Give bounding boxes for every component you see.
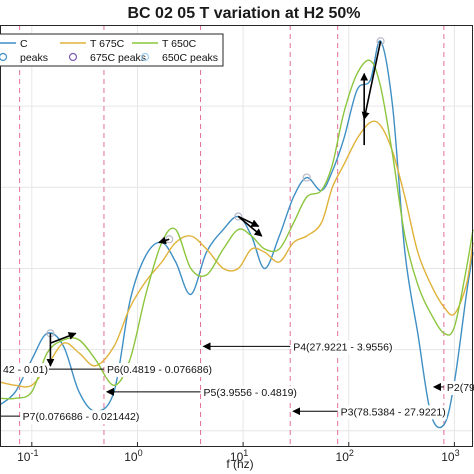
legend-marker-3 <box>0 52 8 62</box>
series-line-yellow <box>0 120 474 388</box>
shift-arrow-3 <box>237 215 263 237</box>
shift-arrow-2 <box>158 236 170 245</box>
annotation-box-3 <box>21 410 141 425</box>
annotation-1: P6(0.4819 - 0.076686) <box>105 363 214 378</box>
x-tick-exponent-4: 3 <box>455 448 460 458</box>
annotation-box-5 <box>445 380 474 395</box>
chart-title: BC 02 05 T variation at H2 50% <box>128 5 361 22</box>
x-tick-exponent-1: 0 <box>138 448 143 458</box>
annotation-6: 42 - 0.01) <box>2 363 49 378</box>
annotations: P4(27.9221 - 3.9556) P6(0.4819 - 0.076686… <box>0 340 474 425</box>
peak-marker-3 <box>302 173 311 182</box>
legend-box <box>0 33 224 67</box>
annotation-label-6: 42 - 0.01) <box>3 364 48 376</box>
annotation-box-2 <box>202 385 298 400</box>
shift-arrow-5 <box>361 41 382 121</box>
legend-label-0: C <box>20 38 28 50</box>
annotation-label-4: P3(78.5384 - 27.9221) <box>341 406 446 418</box>
x-tick-exponent-2: 1 <box>243 448 248 458</box>
peak-marker-2 <box>234 212 243 221</box>
legend-label-2: T 650C <box>162 38 197 50</box>
legend-label-4: 675C peaks <box>90 52 146 64</box>
annotation-label-0: P4(27.9221 - 3.9556) <box>293 341 392 353</box>
annotation-label-3: P7(0.076686 - 0.021442) <box>23 411 140 423</box>
legend-label-5: 650C peaks <box>162 52 218 64</box>
shift-arrows <box>46 41 382 367</box>
annotation-4: P3(78.5384 - 27.9221) <box>339 405 447 420</box>
legend: C T 675C T 650C peaks 675C peaks 650C peaks <box>0 33 224 67</box>
plot-frame <box>0 25 473 447</box>
annotation-3: P7(0.076686 - 0.021442) <box>21 410 141 425</box>
x-ticks: 10-1 100 101 102 103 <box>17 442 460 464</box>
legend-label-1: T 675C <box>90 38 125 50</box>
x-tick-exponent-3: 2 <box>349 448 354 458</box>
legend-marker-4 <box>68 52 78 62</box>
legend-label-3: peaks <box>20 52 48 64</box>
grid <box>0 25 473 447</box>
annotation-label-5: P2(795 <box>447 382 474 394</box>
annotation-label-1: P6(0.4819 - 0.076686) <box>107 364 212 376</box>
annotation-box-4 <box>339 405 447 420</box>
annotation-2: P5(3.9556 - 0.4819) <box>202 385 298 400</box>
x-tick-label-1: 100 <box>124 448 142 464</box>
shift-arrow-1 <box>50 332 77 344</box>
x-tick-label-4: 103 <box>441 448 459 464</box>
x-tick-base-1: 10 <box>124 450 138 464</box>
annotation-box-1 <box>105 363 214 378</box>
x-axis-label: f (hz) <box>226 457 253 471</box>
x-tick-base-4: 10 <box>441 450 455 464</box>
x-tick-exponent-0: -1 <box>30 448 38 458</box>
x-tick-label-0: 10-1 <box>17 448 38 464</box>
x-tick-label-3: 102 <box>336 448 354 464</box>
shift-arrow-4 <box>237 215 260 227</box>
annotation-box-6 <box>2 363 49 378</box>
x-tick-label-2: 101 <box>230 448 248 464</box>
x-tick-base-2: 10 <box>230 450 244 464</box>
annotation-label-2: P5(3.9556 - 0.4819) <box>204 387 297 399</box>
annotation-5: P2(795 <box>445 380 474 395</box>
x-tick-base-0: 10 <box>17 450 31 464</box>
annotation-0: P4(27.9221 - 3.9556) <box>292 340 394 355</box>
legend-marker-5 <box>140 52 150 62</box>
x-tick-base-3: 10 <box>336 450 350 464</box>
annotation-box-0 <box>292 340 394 355</box>
series-line-green <box>0 59 474 400</box>
